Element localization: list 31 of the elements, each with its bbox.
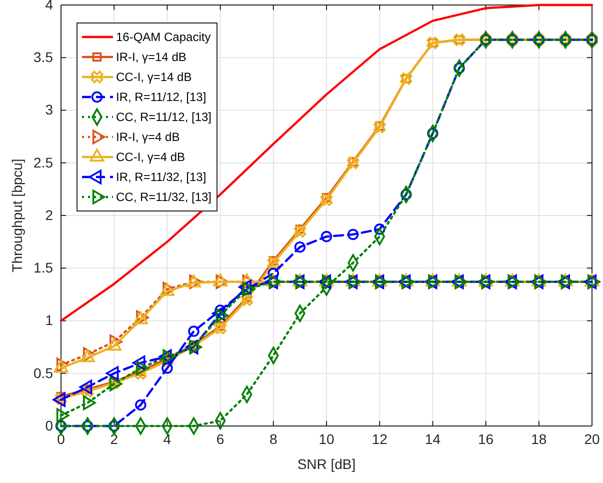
legend-label: CC-I, γ=14 dB <box>116 70 192 84</box>
x-tick-label: 8 <box>270 430 278 447</box>
x-tick-label: 2 <box>110 430 118 447</box>
x-tick-label: 12 <box>372 430 388 447</box>
x-tick-label: 16 <box>478 430 494 447</box>
y-tick-label: 1.5 <box>34 260 54 276</box>
y-tick-label: 3.5 <box>34 49 54 66</box>
legend-label: IR, R=11/12, [13] <box>116 90 206 104</box>
x-tick-label: 4 <box>163 430 172 447</box>
y-tick-label: 1 <box>45 312 54 328</box>
legend-label: IR-I, γ=4 dB <box>116 130 180 144</box>
x-tick-label: 6 <box>216 430 224 447</box>
y-tick-label: 0 <box>45 417 54 434</box>
legend-label: IR, R=11/32, [13] <box>116 170 206 184</box>
legend-label: CC, R=11/32, [13] <box>116 190 212 204</box>
legend-label: 16-QAM Capacity <box>116 30 211 44</box>
legend-label: IR-I, γ=14 dB <box>116 50 186 64</box>
x-tick-label: 10 <box>318 430 334 447</box>
y-axis-title: Throughput [bpcu] <box>9 158 25 272</box>
x-tick-label: 18 <box>531 430 547 447</box>
x-tick-label: 20 <box>584 430 600 447</box>
y-tick-label: 0.5 <box>34 364 54 381</box>
x-axis-title: SNR [dB] <box>297 456 356 472</box>
x-tick-label: 0 <box>57 430 66 447</box>
x-tick-label: 14 <box>424 430 441 447</box>
y-tick-label: 2 <box>45 206 54 223</box>
y-tick-label: 2.5 <box>34 154 54 170</box>
legend-label: CC-I, γ=4 dB <box>116 150 186 164</box>
y-tick-label: 3 <box>45 102 54 118</box>
legend-label: CC, R=11/12, [13] <box>116 110 212 124</box>
y-tick-label: 4 <box>45 0 54 12</box>
